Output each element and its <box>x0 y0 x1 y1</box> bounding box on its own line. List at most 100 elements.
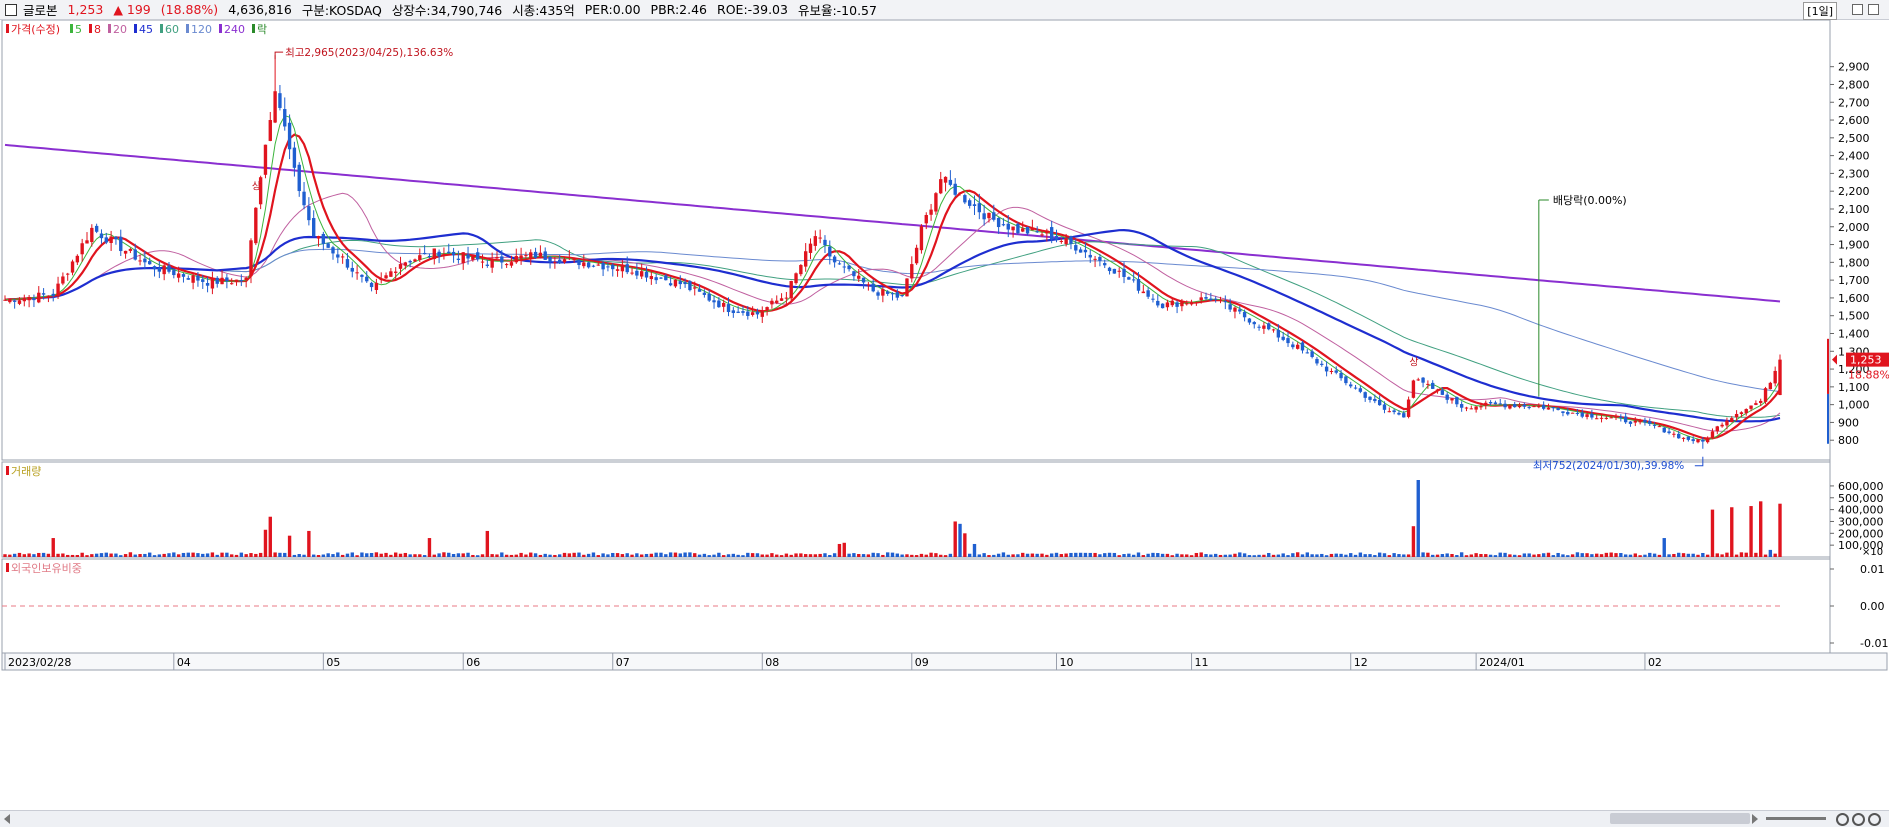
candle-body <box>1122 268 1126 277</box>
candle-body <box>1662 427 1666 433</box>
candle-body <box>707 293 711 301</box>
price-tick-label: 1,800 <box>1838 256 1870 269</box>
volume-bar <box>456 553 461 557</box>
volume-bar <box>172 552 176 557</box>
candle-body <box>1320 363 1324 365</box>
upper-limit-mark: 상 <box>252 181 261 193</box>
chart-area[interactable]: 8009001,0001,1001,2001,3001,4001,5001,60… <box>0 20 1889 810</box>
volume-bar <box>895 553 900 557</box>
volume-bar <box>186 552 190 557</box>
price-tick-label: 800 <box>1838 434 1859 447</box>
volume-bar <box>225 552 229 557</box>
period-selector[interactable]: [1일] <box>1803 2 1837 20</box>
candle-body <box>635 270 639 276</box>
candle-body <box>1204 297 1208 299</box>
volume-bar <box>278 552 282 557</box>
date-label: 04 <box>177 656 191 669</box>
volume-bar <box>1739 552 1744 557</box>
zoom-out-icon[interactable] <box>1836 813 1849 826</box>
volume-bar <box>403 552 408 557</box>
scrollbar-area[interactable] <box>0 810 1889 827</box>
volume-bar <box>1180 554 1184 557</box>
scroll-right-icon[interactable] <box>1752 814 1758 824</box>
candle-body <box>1315 358 1319 364</box>
candle-body <box>664 275 668 281</box>
candle-body <box>1252 322 1256 325</box>
market-cap: 시총:435억 <box>512 3 575 18</box>
candle-body <box>828 246 832 257</box>
volume-bar <box>119 555 123 557</box>
select-checkbox[interactable] <box>5 3 17 16</box>
candle-body <box>794 273 798 284</box>
scroll-thumb[interactable] <box>1610 813 1750 824</box>
candle-body <box>1759 400 1763 403</box>
candle-body <box>746 311 750 316</box>
candle-body <box>1295 344 1300 349</box>
volume-bar <box>1628 554 1633 557</box>
market-type: 구분:KOSDAQ <box>301 3 382 18</box>
candle-body <box>929 209 933 215</box>
volume-bar <box>1146 553 1150 557</box>
volume-bar <box>533 553 538 557</box>
volume-bar <box>1122 554 1126 557</box>
volume-bar <box>422 555 427 557</box>
volume-bar <box>1599 554 1604 557</box>
zoom-in-icon[interactable] <box>1852 813 1865 826</box>
candle-body <box>1021 228 1025 232</box>
volume-bar <box>514 554 518 557</box>
volume-bar <box>702 553 707 557</box>
candle-body <box>857 275 861 279</box>
volume-bar <box>750 553 755 557</box>
candle-body <box>1691 439 1695 442</box>
candle-body <box>1580 412 1584 417</box>
candle-body <box>1720 424 1724 427</box>
volume-bar <box>1112 552 1117 557</box>
candle-body <box>427 256 432 258</box>
candle-body <box>582 262 586 267</box>
price-pointer-icon <box>1832 354 1837 365</box>
volume-bar <box>1011 554 1015 557</box>
volume-bar <box>1527 553 1531 557</box>
volume-bar <box>355 555 359 557</box>
volume-bar <box>374 552 379 557</box>
volume-bar <box>881 554 885 557</box>
maximize-icon[interactable] <box>1868 4 1879 15</box>
candle-body <box>895 292 900 298</box>
volume-bar <box>866 554 871 557</box>
candle-body <box>1194 302 1199 304</box>
volume-bar <box>1551 555 1555 557</box>
candle-body <box>1030 227 1035 231</box>
volume-bar <box>890 552 895 557</box>
foreign-tick-label: 0.00 <box>1860 600 1885 613</box>
volume-bar <box>432 554 436 557</box>
price-tick-label: 1,400 <box>1838 327 1870 340</box>
volume-bar <box>1175 553 1179 557</box>
date-label: 11 <box>1195 656 1209 669</box>
zoom-reset-icon[interactable] <box>1868 813 1881 826</box>
volume-bar <box>1778 503 1782 557</box>
candle-body <box>1681 437 1686 439</box>
candle-body <box>1257 326 1261 328</box>
zoom-slider[interactable] <box>1766 817 1826 820</box>
volume-bar <box>1353 554 1358 557</box>
candle-body <box>721 302 726 307</box>
candle-body <box>1078 249 1083 253</box>
candle-body <box>326 243 330 248</box>
candle-body <box>1310 351 1314 357</box>
volume-bar <box>1156 553 1160 557</box>
volume-bar <box>1643 554 1647 557</box>
volume-bar <box>1450 554 1454 557</box>
scroll-left-icon[interactable] <box>4 814 10 824</box>
volume-bar <box>1459 552 1464 557</box>
candle-body <box>340 256 345 258</box>
volume-bar <box>582 554 586 557</box>
minimize-icon[interactable] <box>1852 4 1863 15</box>
candle-body <box>1710 431 1715 439</box>
candle-body <box>273 91 277 123</box>
volume-bar <box>673 552 678 557</box>
volume-bar <box>66 554 70 557</box>
volume-bar <box>905 554 909 557</box>
volume-bar <box>1276 554 1281 557</box>
candle-body <box>910 264 914 279</box>
volume-bar <box>1759 501 1763 557</box>
